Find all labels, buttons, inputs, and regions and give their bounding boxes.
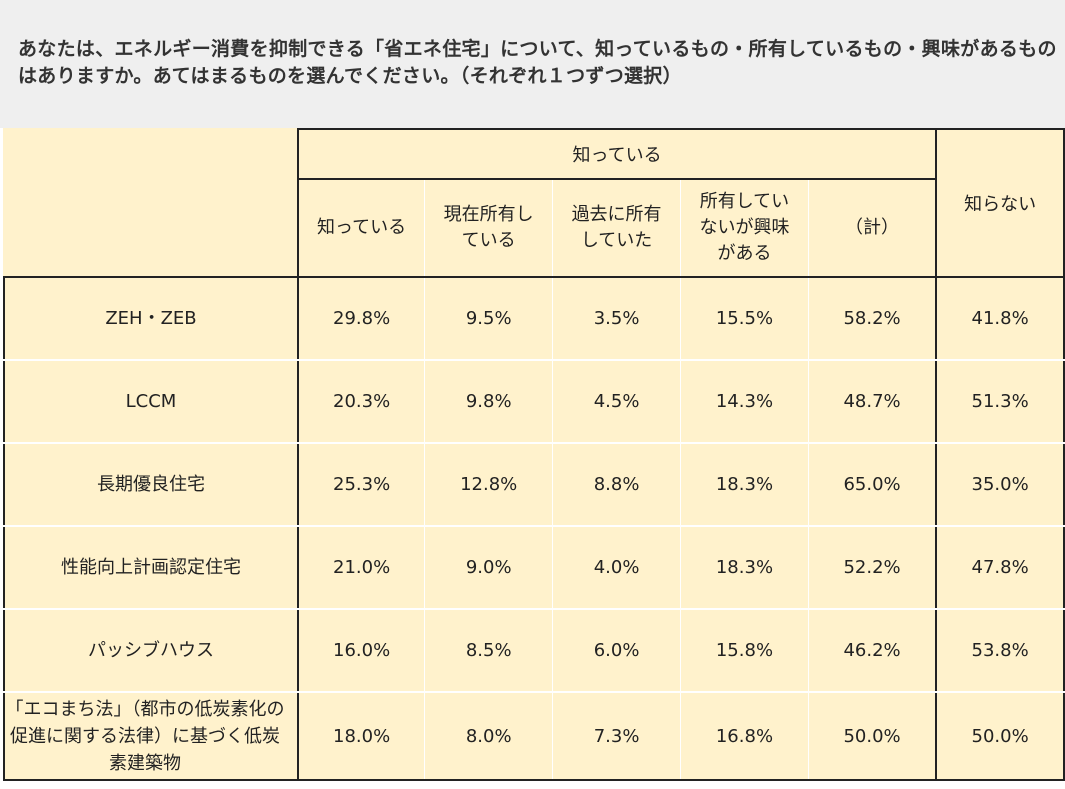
- total-cell: 50.0%: [808, 692, 938, 781]
- value-cell: 18.3%: [680, 526, 809, 610]
- table-row: ZEH・ZEB 29.8% 9.5% 3.5% 15.5% 58.2% 41.8…: [3, 277, 1065, 361]
- header-sub-interested: 所有していないが興味がある: [680, 179, 809, 278]
- header-sub-label: （計）: [845, 217, 900, 238]
- table-row: LCCM 20.3% 9.8% 4.5% 14.3% 48.7% 51.3%: [3, 360, 1065, 444]
- value-cell: 3.5%: [552, 277, 682, 361]
- value-cell: 21.0%: [297, 526, 426, 610]
- row-label: 性能向上計画認定住宅: [3, 526, 299, 610]
- value-cell: 18.0%: [297, 692, 426, 781]
- question-panel: あなたは、エネルギー消費を抑制できる「省エネ住宅」について、知っているもの・所有…: [0, 0, 1065, 128]
- unknown-cell: 50.0%: [936, 692, 1065, 781]
- question-text: あなたは、エネルギー消費を抑制できる「省エネ住宅」について、知っているもの・所有…: [18, 38, 1057, 87]
- header-sub-label: 知っている: [317, 217, 407, 238]
- unknown-cell: 53.8%: [936, 609, 1065, 693]
- value-cell: 9.8%: [424, 360, 554, 444]
- total-cell: 65.0%: [808, 443, 938, 527]
- value-cell: 9.5%: [424, 277, 554, 361]
- value-cell: 14.3%: [680, 360, 809, 444]
- row-label: 長期優良住宅: [3, 443, 299, 527]
- value-cell: 15.5%: [680, 277, 809, 361]
- header-sub-total: （計）: [808, 179, 938, 278]
- unknown-cell: 41.8%: [936, 277, 1065, 361]
- value-cell: 16.8%: [680, 692, 809, 781]
- value-cell: 4.5%: [552, 360, 682, 444]
- value-cell: 7.3%: [552, 692, 682, 781]
- value-cell: 12.8%: [424, 443, 554, 527]
- value-cell: 8.8%: [552, 443, 682, 527]
- header-group-known: 知っている: [296, 128, 937, 180]
- total-cell: 46.2%: [808, 609, 938, 693]
- survey-table: 知っている 知らない 知っている 現在所有している 過去に所有していた 所有して…: [3, 128, 1065, 781]
- row-label: 「エコまち法」（都市の低炭素化の促進に関する法律）に基づく低炭素建築物: [3, 692, 299, 781]
- header-sub-label: 過去に所有していた: [571, 204, 662, 251]
- row-label-text: 「エコまち法」（都市の低炭素化の促進に関する法律）に基づく低炭素建築物: [5, 698, 285, 774]
- value-cell: 18.3%: [680, 443, 809, 527]
- value-cell: 29.8%: [297, 277, 426, 361]
- value-cell: 8.5%: [424, 609, 554, 693]
- unknown-cell: 51.3%: [936, 360, 1065, 444]
- value-cell: 6.0%: [552, 609, 682, 693]
- total-cell: 58.2%: [808, 277, 938, 361]
- header-sub-label: 所有していないが興味がある: [699, 191, 790, 264]
- row-label: パッシブハウス: [3, 609, 299, 693]
- row-label: LCCM: [3, 360, 299, 444]
- header-sub-know: 知っている: [296, 179, 426, 278]
- value-cell: 25.3%: [297, 443, 426, 527]
- value-cell: 4.0%: [552, 526, 682, 610]
- row-label: ZEH・ZEB: [3, 277, 299, 361]
- header-sub-own-now: 現在所有している: [424, 179, 554, 278]
- value-cell: 15.8%: [680, 609, 809, 693]
- header-sub-owned-past: 過去に所有していた: [552, 179, 682, 278]
- header-sub-label: 現在所有している: [443, 204, 534, 251]
- value-cell: 9.0%: [424, 526, 554, 610]
- header-unknown: 知らない: [935, 128, 1065, 278]
- total-cell: 48.7%: [808, 360, 938, 444]
- table-row: 長期優良住宅 25.3% 12.8% 8.8% 18.3% 65.0% 35.0…: [3, 443, 1065, 527]
- table-row: 「エコまち法」（都市の低炭素化の促進に関する法律）に基づく低炭素建築物 18.0…: [3, 692, 1065, 781]
- unknown-cell: 35.0%: [936, 443, 1065, 527]
- value-cell: 16.0%: [297, 609, 426, 693]
- total-cell: 52.2%: [808, 526, 938, 610]
- table-row: 性能向上計画認定住宅 21.0% 9.0% 4.0% 18.3% 52.2% 4…: [3, 526, 1065, 610]
- header-blank-cell: [4, 129, 299, 278]
- value-cell: 20.3%: [297, 360, 426, 444]
- value-cell: 8.0%: [424, 692, 554, 781]
- unknown-cell: 47.8%: [936, 526, 1065, 610]
- table-row: パッシブハウス 16.0% 8.5% 6.0% 15.8% 46.2% 53.8…: [3, 609, 1065, 693]
